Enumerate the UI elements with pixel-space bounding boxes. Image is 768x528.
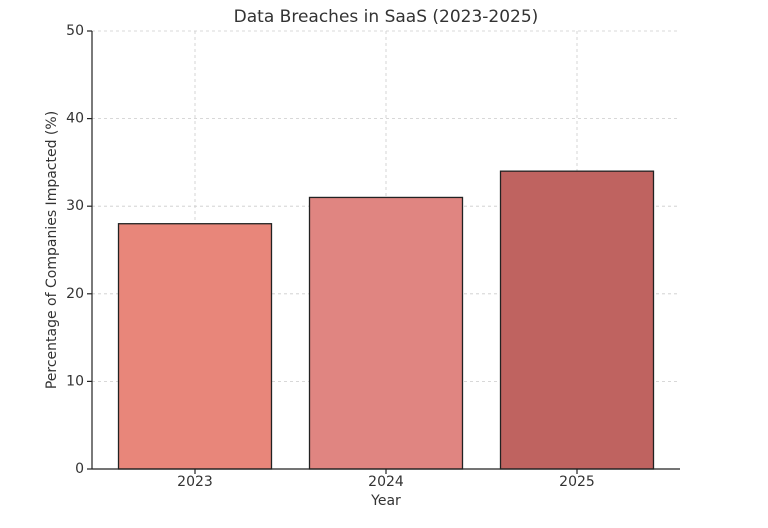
x-tick-label: 2024 — [368, 474, 404, 490]
x-tick-label: 2025 — [559, 474, 595, 490]
y-tick-label: 30 — [66, 198, 84, 214]
y-tick-label: 50 — [66, 23, 84, 39]
chart-title: Data Breaches in SaaS (2023-2025) — [234, 7, 539, 27]
x-tick-label: 2023 — [177, 474, 213, 490]
bar — [117, 223, 273, 470]
y-tick-label: 40 — [66, 111, 84, 127]
y-axis-label: Percentage of Companies Impacted (%) — [44, 111, 60, 389]
y-tick-label: 20 — [66, 286, 84, 302]
bar — [308, 196, 464, 470]
x-axis-label: Year — [370, 493, 401, 509]
y-tick-label: 10 — [66, 373, 84, 389]
y-tick-label: 0 — [75, 461, 84, 477]
bar — [499, 170, 655, 470]
